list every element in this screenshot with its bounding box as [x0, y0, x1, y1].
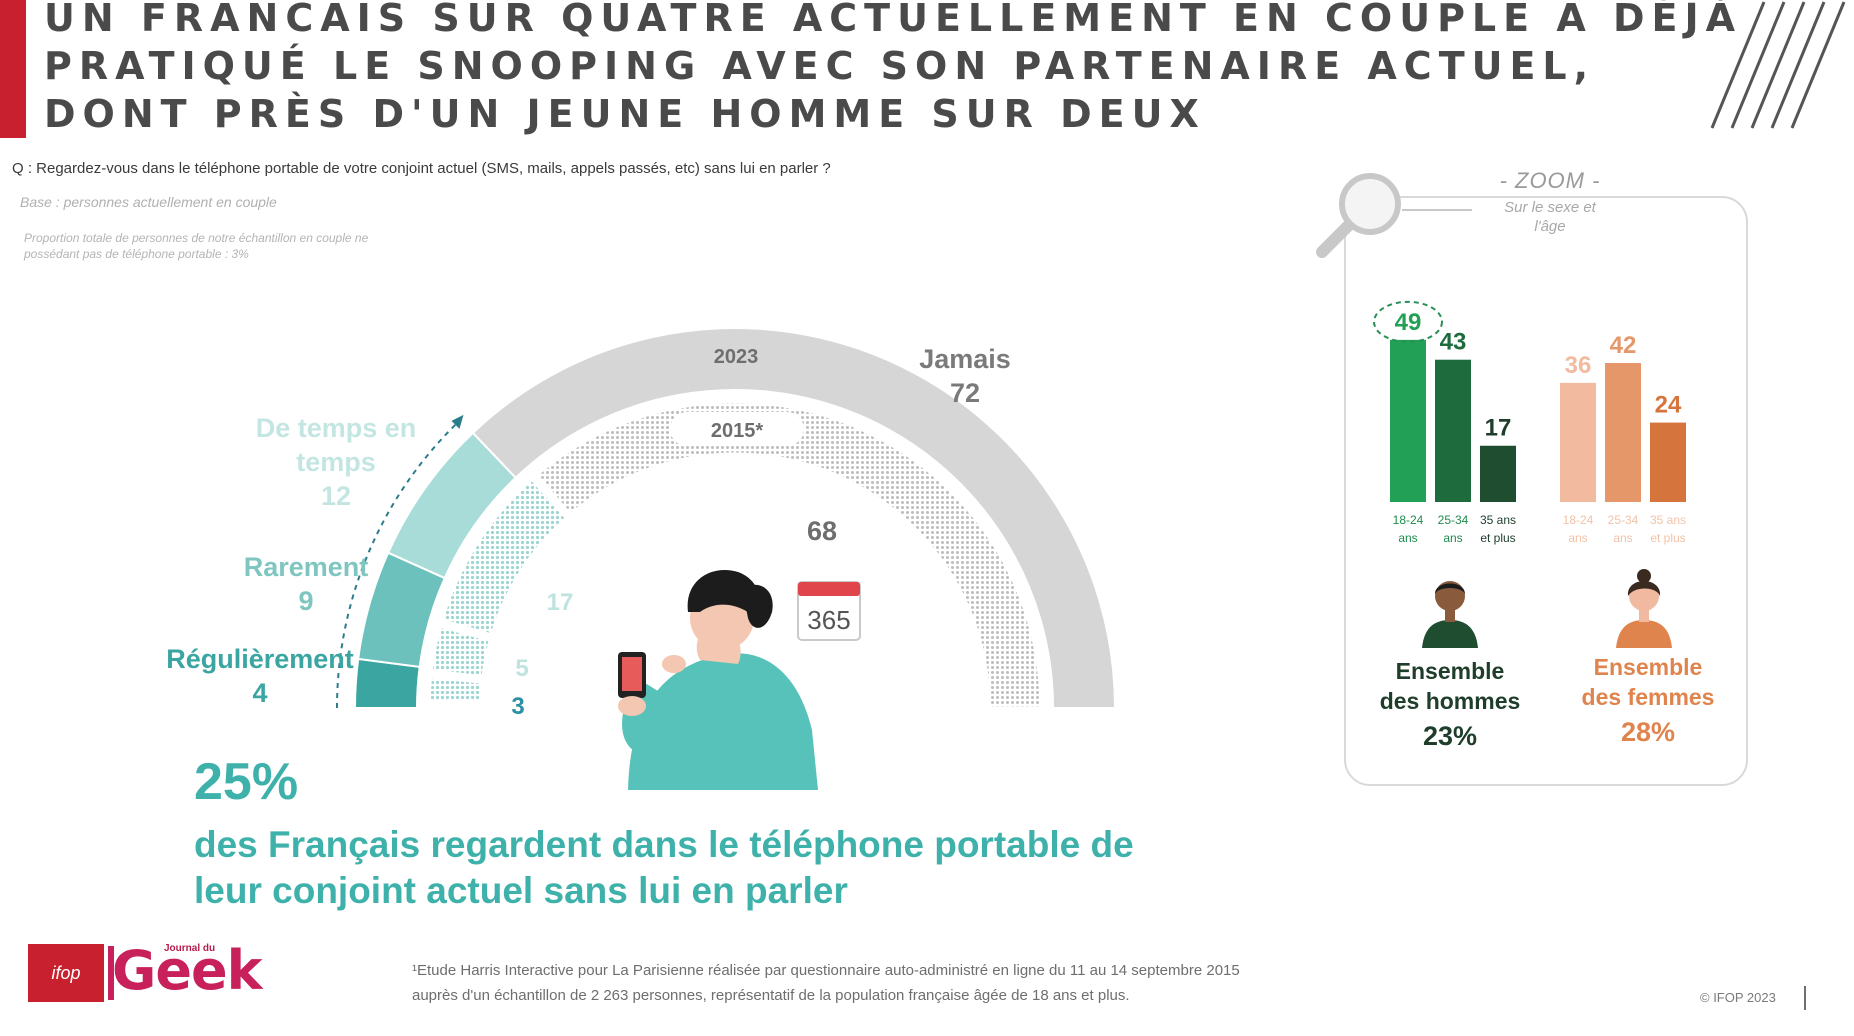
women-percentage: 28%: [1620, 717, 1676, 747]
bar-value-women-1: 42: [1610, 332, 1637, 359]
bar-men-0: [1390, 339, 1426, 502]
bar-category-women-2-line-0: 35 ans: [1650, 513, 1686, 527]
survey-question: Q : Regardez-vous dans le téléphone port…: [12, 160, 831, 177]
bar-category-men-0-line-1: ans: [1398, 531, 1417, 545]
zoom-title: - ZOOM -: [1482, 168, 1618, 194]
label-de-temps-line-2: temps: [296, 447, 376, 477]
gauge-2015-regulierement: [427, 675, 484, 705]
age-bar-chart: 49 18-24 ans 43 25-34 ans 17 35 ans et plus 36 18-…: [1373, 300, 1686, 545]
label-regulierement: Régulièrement: [166, 644, 354, 674]
women-label-line-1: Ensemble: [1593, 654, 1703, 680]
bar-value-men-0: 49: [1395, 309, 1422, 336]
bar-value-men-2: 17: [1485, 415, 1512, 442]
bar-category-men-2-line-1: et plus: [1480, 531, 1515, 545]
bar-women-2: [1650, 422, 1686, 502]
value-rarement-2023: 9: [298, 586, 313, 616]
gauge-2015-rarement: [429, 624, 493, 679]
man-icon: [1422, 581, 1478, 648]
gauge-2023-jamais: [471, 327, 1117, 709]
men-label-line-2: des hommes: [1379, 688, 1521, 714]
headline-line-1: des Français regardent dans le téléphone…: [194, 824, 1134, 865]
brace-arrowhead: [451, 414, 464, 429]
snooping-share-brace: [336, 419, 462, 709]
label-rarement: Rarement: [244, 552, 369, 582]
gauge-chart: 2023 2015* Jamais 72 68 De temps en temp…: [166, 327, 1117, 790]
value-de-temps-2015: 17: [547, 589, 574, 616]
hatch-decoration: [1710, 1, 1846, 129]
calendar-label: 365: [807, 605, 850, 635]
label-jamais: Jamais: [919, 344, 1011, 374]
bar-category-men-2-line-0: 35 ans: [1480, 513, 1516, 527]
copyright: © IFOP 2023: [1700, 990, 1776, 1005]
calendar-icon: 365: [797, 581, 861, 641]
bar-category-women-1-line-1: ans: [1613, 531, 1632, 545]
women-summary: Ensemble des femmes 28%: [1562, 652, 1734, 750]
highlight-ellipse: [1373, 300, 1443, 343]
gauge-2015-de_temps: [440, 477, 569, 637]
page-title: UN FRANCAIS SUR QUATRE ACTUELLEMENT EN C…: [44, 0, 1742, 138]
geek-logo: Geek: [112, 939, 262, 1002]
woman-with-phone-icon: [618, 569, 818, 790]
copyright-divider: [1804, 986, 1806, 1010]
footnote: ¹Etude Harris Interactive pour La Parisi…: [412, 958, 1240, 1008]
bar-men-1: [1435, 359, 1471, 502]
title-line-3: DONT PRÈS D'UN JEUNE HOMME SUR DEUX: [44, 92, 1206, 136]
bar-category-women-0-line-1: ans: [1568, 531, 1587, 545]
zoom-subtitle: Sur le sexe et l'âge: [1482, 198, 1618, 236]
value-jamais-2015: 68: [807, 516, 837, 546]
gauge-2015-jamais: [534, 400, 1043, 710]
headline-line-2: leur conjoint actuel sans lui en parler: [194, 870, 848, 911]
bar-women-0: [1560, 382, 1596, 502]
men-label-line-1: Ensemble: [1395, 658, 1505, 684]
women-label-line-2: des femmes: [1581, 684, 1715, 710]
men-percentage: 23%: [1422, 721, 1478, 751]
geek-logo-bar: [108, 946, 114, 1000]
ifop-logo: ifop: [28, 944, 104, 1002]
bar-men-2: [1480, 445, 1516, 502]
proportion-note: Proportion totale de personnes de notre …: [24, 231, 369, 261]
zoom-subtitle-line-1: Sur le sexe et: [1504, 199, 1596, 216]
bar-value-women-0: 36: [1565, 352, 1592, 379]
title-line-2: PRATIQUÉ LE SNOOPING AVEC SON PARTENAIRE…: [44, 44, 1596, 88]
footnote-line-2: auprès d'un échantillon de 2 263 personn…: [412, 987, 1130, 1004]
bar-category-men-0-line-0: 18-24: [1393, 513, 1424, 527]
chart-label-2023: 2023: [714, 346, 759, 368]
value-de-temps-2023: 12: [321, 481, 351, 511]
value-regulierement-2023: 4: [252, 678, 267, 708]
zoom-subtitle-line-2: l'âge: [1534, 218, 1566, 235]
chart-label-2015-pill: [670, 412, 804, 446]
chart-label-2015: 2015*: [711, 420, 763, 442]
footnote-line-1: ¹Etude Harris Interactive pour La Parisi…: [412, 962, 1240, 979]
bar-value-men-1: 43: [1440, 329, 1467, 356]
bar-value-women-2: 24: [1655, 392, 1682, 419]
men-summary: Ensemble des hommes 23%: [1364, 656, 1536, 754]
journal-du-label: Journal du: [164, 943, 216, 954]
headline-text: des Français regardent dans le téléphone…: [194, 822, 1134, 914]
bar-category-women-2-line-1: et plus: [1650, 531, 1685, 545]
label-de-temps-line-1: De temps en: [256, 413, 417, 443]
bar-category-women-0-line-0: 18-24: [1563, 513, 1594, 527]
headline-percentage: 25%: [194, 753, 299, 811]
value-rarement-2015: 5: [515, 655, 528, 682]
title-line-1: UN FRANCAIS SUR QUATRE ACTUELLEMENT EN C…: [44, 0, 1743, 40]
magnifier-icon: [1316, 173, 1472, 258]
bar-women-1: [1605, 363, 1641, 502]
bar-category-women-1-line-0: 25-34: [1608, 513, 1639, 527]
title-accent-bar: [0, 0, 26, 138]
bar-category-men-1-line-1: ans: [1443, 531, 1462, 545]
survey-base: Base : personnes actuellement en couple: [20, 194, 277, 210]
value-jamais-2023: 72: [950, 378, 980, 408]
value-regulierement-2015: 3: [511, 693, 524, 720]
woman-icon: [1616, 569, 1672, 648]
bar-category-men-1-line-0: 25-34: [1438, 513, 1469, 527]
